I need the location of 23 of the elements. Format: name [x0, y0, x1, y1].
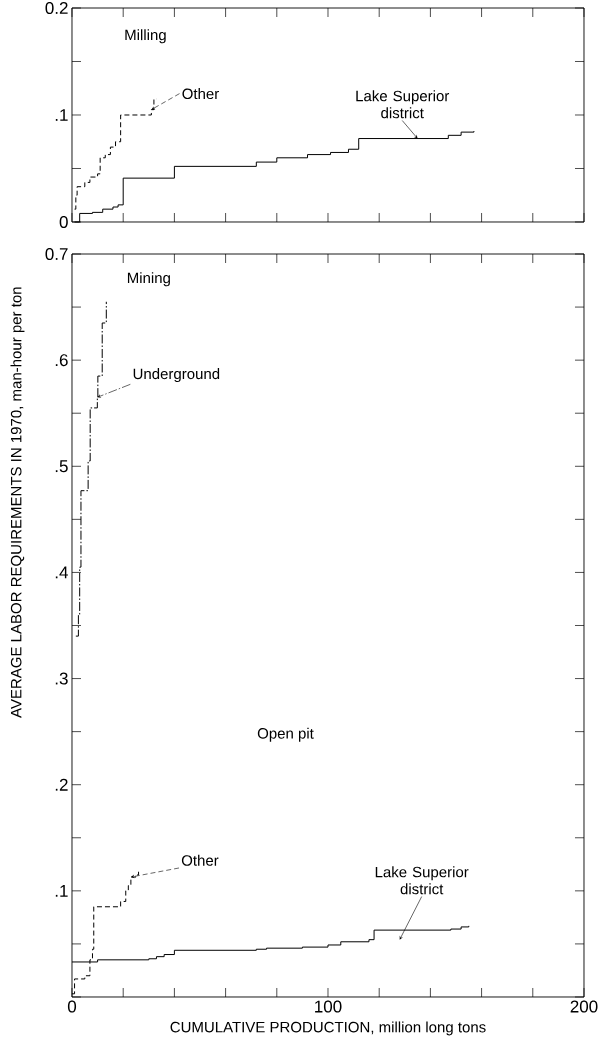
x-tick-label: 100	[315, 1000, 342, 1013]
y-tick-label: 0	[59, 215, 68, 229]
y-tick-label: .1	[55, 109, 68, 121]
y-tick-label: .2	[55, 778, 68, 791]
y-tick-label: 0.2	[45, 1, 68, 15]
y-tick-label: .3	[55, 672, 68, 685]
text: Milling	[125, 29, 166, 44]
annotation: Open pit	[257, 727, 314, 742]
series-label: Lake Superior district	[356, 90, 450, 119]
text: Underground	[133, 368, 220, 383]
x-tick-label: 200	[570, 1000, 598, 1013]
text: Lake Superior district	[375, 866, 469, 895]
y-tick-label: .5	[55, 460, 68, 473]
y-tick-label: .4	[55, 566, 68, 579]
y-tick-label: .1	[55, 885, 68, 897]
y-tick-label: .6	[55, 354, 68, 367]
text: Other	[181, 854, 219, 866]
x-axis-title: CUMULATIVE PRODUCTION, million long tons	[170, 1021, 486, 1036]
y-axis-title: AVERAGE LABOR REQUIREMENTS IN 1970, man-hour per ton	[10, 287, 25, 718]
legend-label: Other	[182, 88, 219, 100]
y-tick-label: 0.7	[45, 247, 68, 261]
x-tick-label: 0	[67, 1000, 77, 1013]
text: Mining	[127, 272, 170, 287]
